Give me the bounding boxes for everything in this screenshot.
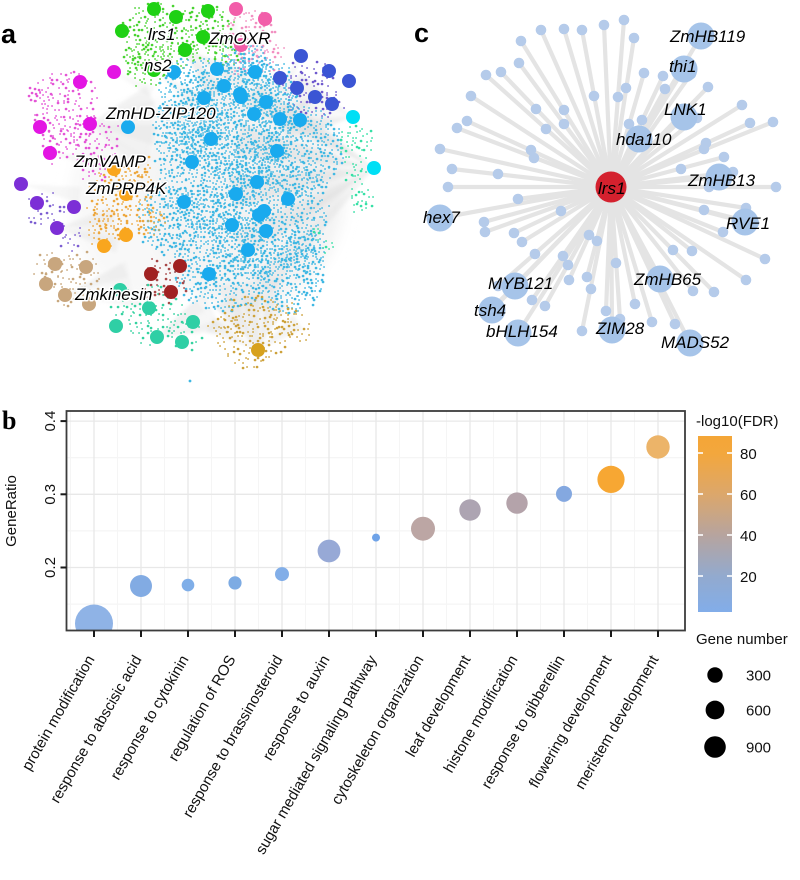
svg-text:0.2: 0.2	[42, 557, 59, 578]
svg-text:RVE1: RVE1	[726, 214, 770, 233]
svg-text:0.3: 0.3	[42, 484, 59, 505]
svg-text:hda110: hda110	[616, 130, 672, 149]
svg-text:ZmHB13: ZmHB13	[687, 171, 756, 190]
svg-text:20: 20	[740, 569, 757, 586]
svg-text:Gene number: Gene number	[696, 631, 788, 648]
svg-text:ZmPRP4K: ZmPRP4K	[85, 179, 167, 198]
svg-text:900: 900	[746, 740, 771, 757]
svg-text:ZIM28: ZIM28	[595, 319, 645, 338]
svg-text:ZmHB65: ZmHB65	[633, 270, 702, 289]
svg-text:0.4: 0.4	[42, 411, 59, 432]
svg-text:GeneRatio: GeneRatio	[3, 475, 20, 547]
svg-text:LNK1: LNK1	[664, 100, 707, 119]
svg-text:hex7: hex7	[423, 208, 460, 227]
svg-text:60: 60	[740, 487, 757, 504]
svg-text:MYB121: MYB121	[488, 274, 553, 293]
svg-text:b: b	[2, 406, 16, 435]
svg-text:a: a	[1, 19, 17, 49]
svg-text:ns2: ns2	[144, 56, 172, 75]
svg-text:ZmOXR: ZmOXR	[208, 29, 270, 48]
svg-text:lrs1: lrs1	[598, 179, 625, 198]
svg-text:bHLH154: bHLH154	[486, 322, 558, 341]
svg-text:ZmVAMP: ZmVAMP	[73, 152, 146, 171]
svg-text:600: 600	[746, 703, 771, 720]
svg-text:-log10(FDR): -log10(FDR)	[696, 413, 779, 430]
svg-text:40: 40	[740, 528, 757, 545]
svg-text:Zmkinesin: Zmkinesin	[74, 285, 152, 304]
svg-text:c: c	[414, 18, 429, 48]
svg-text:MADS52: MADS52	[661, 333, 730, 352]
svg-text:lrs1: lrs1	[148, 25, 175, 44]
svg-text:tsh4: tsh4	[474, 301, 506, 320]
svg-text:ZmHB119: ZmHB119	[669, 27, 746, 46]
svg-text:300: 300	[746, 668, 771, 685]
svg-text:thi1: thi1	[669, 57, 696, 76]
svg-text:80: 80	[740, 446, 757, 463]
svg-text:ZmHD-ZIP120: ZmHD-ZIP120	[105, 104, 216, 123]
